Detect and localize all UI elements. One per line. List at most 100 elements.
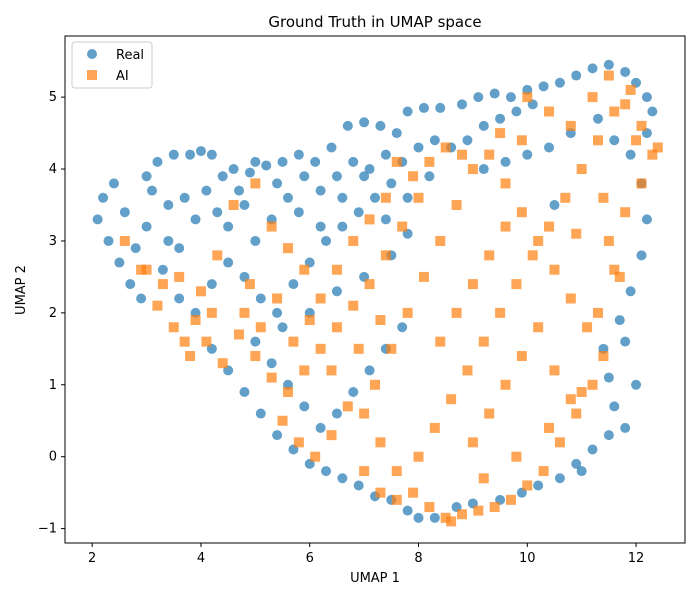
real-point (250, 336, 261, 347)
x-axis-ticks: 2 4 6 8 10 12 (88, 543, 644, 566)
ai-point (451, 307, 462, 318)
ai-point (652, 142, 663, 153)
ai-point (364, 279, 375, 290)
real-point (190, 214, 201, 225)
real-point (435, 102, 446, 113)
real-point (620, 66, 631, 77)
ai-point (500, 178, 511, 189)
real-point (272, 430, 283, 441)
ai-point (413, 192, 424, 203)
x-tick-label: 2 (88, 551, 96, 566)
real-point (353, 480, 364, 491)
legend-ai-label: AI (116, 69, 129, 84)
ai-point (467, 164, 478, 175)
ai-point (549, 365, 560, 376)
ai-point (282, 243, 293, 254)
ai-point (544, 422, 555, 433)
ai-point (206, 307, 217, 318)
ai-point (620, 207, 631, 218)
ai-point (152, 300, 163, 311)
real-point (342, 120, 353, 131)
ai-point (174, 271, 185, 282)
ai-point (516, 351, 527, 362)
real-point (266, 358, 277, 369)
series-ai-points (119, 70, 663, 527)
real-point (282, 192, 293, 203)
real-point (337, 221, 348, 232)
ai-point (592, 307, 603, 318)
y-tick-label: 1 (49, 378, 57, 393)
real-point (255, 293, 266, 304)
ai-point (386, 343, 397, 354)
real-point (418, 102, 429, 113)
ai-point (533, 235, 544, 246)
real-point (337, 192, 348, 203)
ai-point (603, 70, 614, 81)
real-point (478, 164, 489, 175)
ai-point (201, 336, 212, 347)
real-point (397, 322, 408, 333)
y-tick-label: 3 (49, 234, 57, 249)
ai-point (195, 286, 206, 297)
ai-point (359, 408, 370, 419)
ai-point (571, 408, 582, 419)
real-point (136, 293, 147, 304)
ai-point (484, 408, 495, 419)
ai-point (185, 351, 196, 362)
real-point (244, 167, 255, 178)
legend-ai-marker (87, 70, 97, 80)
real-point (299, 401, 310, 412)
real-point (288, 279, 299, 290)
real-point (223, 257, 234, 268)
real-point (625, 149, 636, 160)
real-point (228, 164, 239, 175)
ai-point (484, 250, 495, 261)
real-point (163, 200, 174, 210)
legend-real-marker (87, 49, 97, 59)
real-point (174, 293, 185, 304)
ai-point (587, 92, 598, 103)
ai-point (429, 422, 440, 433)
ai-point (631, 135, 642, 146)
real-point (364, 164, 375, 175)
real-point (141, 221, 152, 232)
real-point (554, 77, 565, 88)
ai-point (587, 379, 598, 390)
ai-point (424, 502, 435, 513)
ai-point (391, 466, 402, 477)
real-point (250, 235, 261, 246)
y-axis-ticks: −1 0 1 2 3 4 5 (38, 90, 65, 537)
ai-point (467, 279, 478, 290)
real-point (603, 430, 614, 441)
ai-point (359, 466, 370, 477)
ai-point (228, 200, 239, 210)
x-tick-label: 12 (628, 551, 645, 566)
ai-point (348, 300, 359, 311)
ai-point (331, 322, 342, 333)
real-point (179, 192, 190, 203)
ai-point (565, 394, 576, 405)
real-point (310, 156, 321, 167)
ai-point (544, 106, 555, 117)
real-point (315, 221, 326, 232)
real-point (402, 505, 413, 516)
real-point (239, 200, 250, 210)
real-point (544, 142, 555, 153)
real-point (413, 512, 424, 523)
ai-point (522, 92, 533, 103)
ai-point (549, 264, 560, 275)
real-point (571, 458, 582, 469)
real-point (533, 480, 544, 491)
real-point (375, 120, 386, 131)
x-tick-label: 6 (306, 551, 314, 566)
y-tick-label: 2 (49, 306, 57, 321)
ai-point (473, 505, 484, 516)
ai-point (168, 322, 179, 333)
ai-point (315, 343, 326, 354)
ai-point (565, 293, 576, 304)
real-point (92, 214, 103, 225)
real-point (473, 92, 484, 103)
ai-point (299, 365, 310, 376)
y-tick-label: 5 (49, 90, 57, 105)
ai-point (522, 480, 533, 491)
